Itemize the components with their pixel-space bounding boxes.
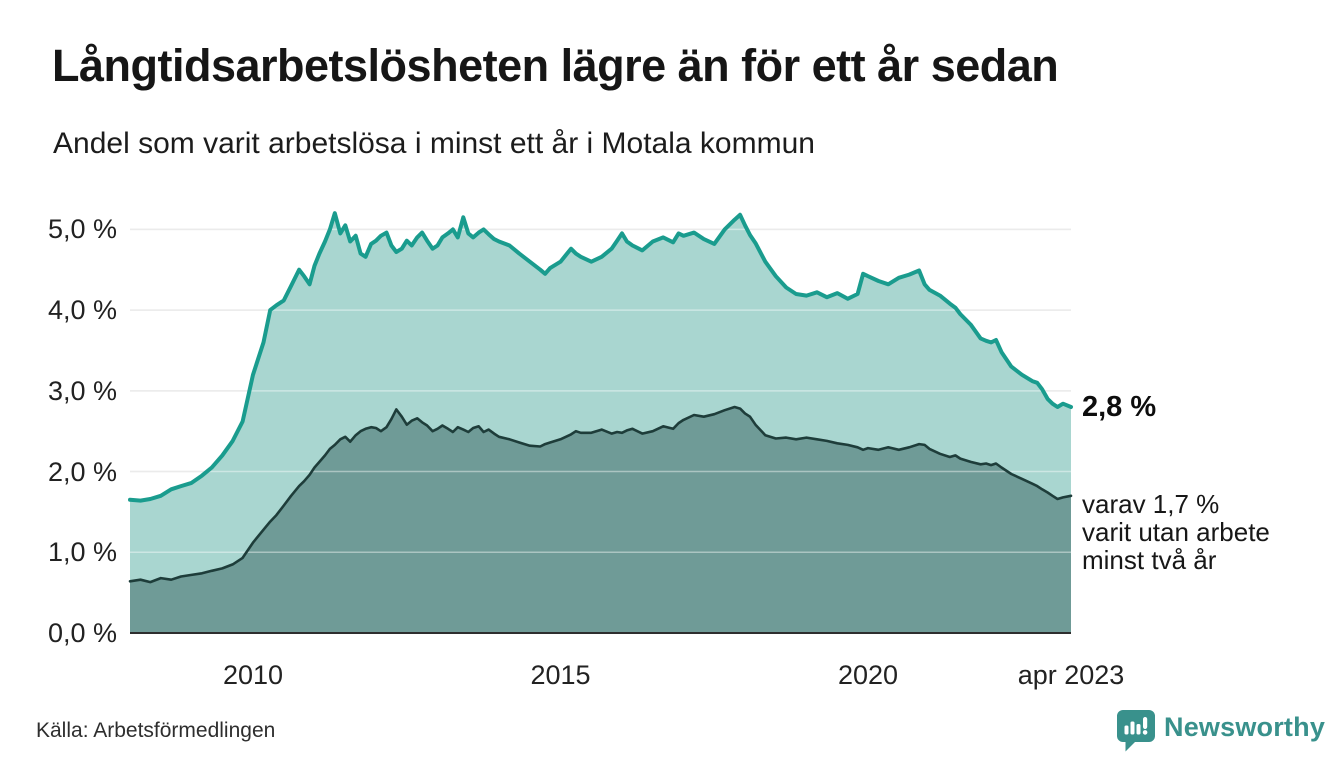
source-attribution: Källa: Arbetsförmedlingen bbox=[36, 719, 276, 742]
page-title: Långtidsarbetslösheten lägre än för ett … bbox=[52, 40, 1059, 91]
series-end-label-total: 2,8 % bbox=[1082, 391, 1157, 423]
x-tick-label: 2020 bbox=[837, 660, 899, 690]
x-tick-label: 2010 bbox=[222, 660, 284, 690]
y-tick-label: 1,0 % bbox=[47, 537, 117, 568]
series-end-note-two-year: varav 1,7 % varit utan arbete minst två … bbox=[1082, 489, 1270, 575]
series-line bbox=[128, 405, 1073, 584]
newsworthy-wordmark: Newsworthy bbox=[1164, 712, 1326, 742]
newsworthy-logo: Newsworthy bbox=[1116, 709, 1325, 753]
bar-chart-speech-bubble-icon bbox=[1117, 710, 1155, 752]
area-chart-plot bbox=[128, 211, 1073, 634]
y-tick-label: 0,0 % bbox=[47, 618, 117, 648]
x-tick-label: apr 2023 bbox=[1017, 660, 1125, 690]
page-subtitle: Andel som varit arbetslösa i minst ett å… bbox=[53, 127, 815, 160]
y-tick-label: 2,0 % bbox=[47, 456, 117, 487]
area-fill bbox=[130, 407, 1071, 633]
y-tick-label: 5,0 % bbox=[47, 214, 117, 245]
x-tick-label: 2015 bbox=[530, 660, 591, 690]
series-line bbox=[128, 211, 1073, 503]
y-tick-label: 4,0 % bbox=[47, 295, 117, 326]
y-tick-label: 3,0 % bbox=[47, 375, 117, 406]
